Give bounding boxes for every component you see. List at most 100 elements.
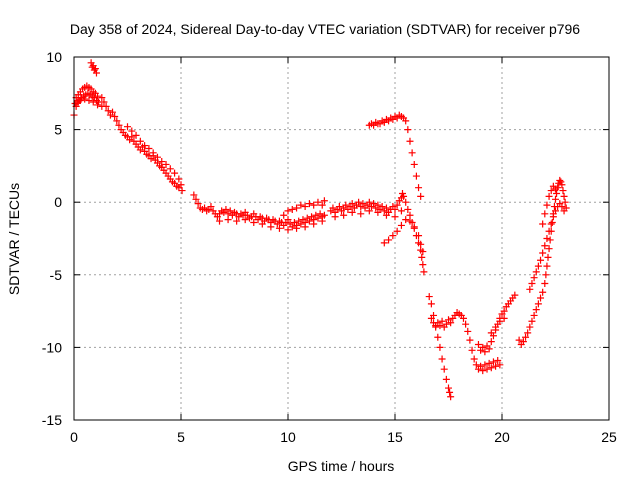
data-point (406, 217, 414, 225)
data-point (420, 268, 428, 276)
plot-frame (73, 56, 610, 421)
data-point (340, 211, 348, 219)
y-tick-label: 10 (46, 49, 62, 65)
data-point (402, 216, 410, 224)
data-point (153, 153, 161, 161)
data-point (102, 102, 110, 110)
data-point (434, 333, 442, 341)
data-point (515, 336, 523, 344)
data-point (258, 220, 266, 228)
data-point (374, 208, 382, 216)
data-point (530, 274, 538, 282)
data-point (526, 285, 534, 293)
data-point (542, 271, 550, 279)
data-point (492, 362, 500, 370)
data-point (418, 253, 426, 261)
data-point (374, 201, 382, 209)
data-point (541, 242, 549, 250)
data-point (305, 200, 313, 208)
data-point (342, 201, 350, 209)
data-point (111, 113, 119, 121)
data-point (284, 216, 292, 224)
data-point (436, 322, 444, 330)
data-point (438, 317, 446, 325)
data-point (378, 203, 386, 211)
data-point (544, 253, 552, 261)
data-point (192, 195, 200, 203)
data-point (397, 207, 405, 215)
data-point (415, 184, 423, 192)
data-point (297, 220, 305, 228)
data-point (438, 355, 446, 363)
data-point (293, 204, 301, 212)
data-point (132, 131, 140, 139)
data-point (113, 117, 121, 125)
data-point (545, 192, 553, 200)
x-tick-label: 10 (280, 429, 296, 445)
y-tick-label: -10 (42, 339, 62, 355)
data-point (175, 175, 183, 183)
data-point (545, 227, 553, 235)
chart-title: Day 358 of 2024, Sidereal Day-to-day VTE… (70, 21, 580, 37)
data-point (391, 205, 399, 213)
data-point (546, 236, 554, 244)
data-point (166, 165, 174, 173)
data-point (365, 198, 373, 206)
data-point (552, 207, 559, 215)
data-point (559, 187, 567, 195)
data-point (543, 262, 551, 270)
data-point (318, 201, 326, 209)
data-point (445, 384, 452, 392)
data-point (94, 101, 102, 109)
data-point (393, 201, 401, 209)
data-point (548, 219, 556, 227)
data-point (320, 211, 328, 219)
data-point (474, 340, 482, 348)
data-point (532, 306, 540, 314)
data-point (552, 185, 559, 193)
data-point (472, 361, 480, 369)
data-point (534, 300, 542, 308)
data-point (365, 207, 373, 215)
data-point (318, 217, 326, 225)
data-point (489, 358, 497, 366)
data-point (284, 226, 292, 234)
data-point (511, 291, 519, 299)
data-point (380, 239, 388, 247)
data-point (100, 98, 108, 106)
data-point (331, 213, 339, 221)
data-point (530, 311, 538, 319)
data-point (355, 198, 363, 206)
data-point (216, 217, 224, 225)
data-point (417, 192, 425, 200)
data-point (370, 200, 378, 208)
data-point (519, 338, 527, 346)
data-point (115, 121, 123, 129)
data-point (479, 343, 487, 351)
data-point (470, 355, 478, 363)
data-point (483, 365, 491, 373)
data-point (494, 356, 502, 364)
data-point (481, 361, 489, 369)
x-tick-label: 15 (387, 429, 403, 445)
data-point (404, 205, 412, 213)
data-point (94, 92, 102, 100)
data-point (412, 172, 420, 180)
data-point (109, 108, 117, 116)
data-point (404, 126, 412, 134)
data-point (522, 333, 530, 341)
data-point (149, 149, 157, 157)
data-point (487, 338, 495, 346)
data-point (92, 69, 100, 77)
data-point (432, 323, 440, 331)
data-point (500, 307, 508, 315)
data-point (124, 123, 131, 131)
data-point (320, 197, 328, 205)
data-point (539, 288, 547, 296)
y-tick-label: -5 (50, 267, 63, 283)
data-point (89, 98, 97, 106)
data-point (389, 232, 397, 240)
data-point (288, 205, 296, 213)
data-point (76, 97, 84, 105)
data-point (158, 158, 166, 166)
